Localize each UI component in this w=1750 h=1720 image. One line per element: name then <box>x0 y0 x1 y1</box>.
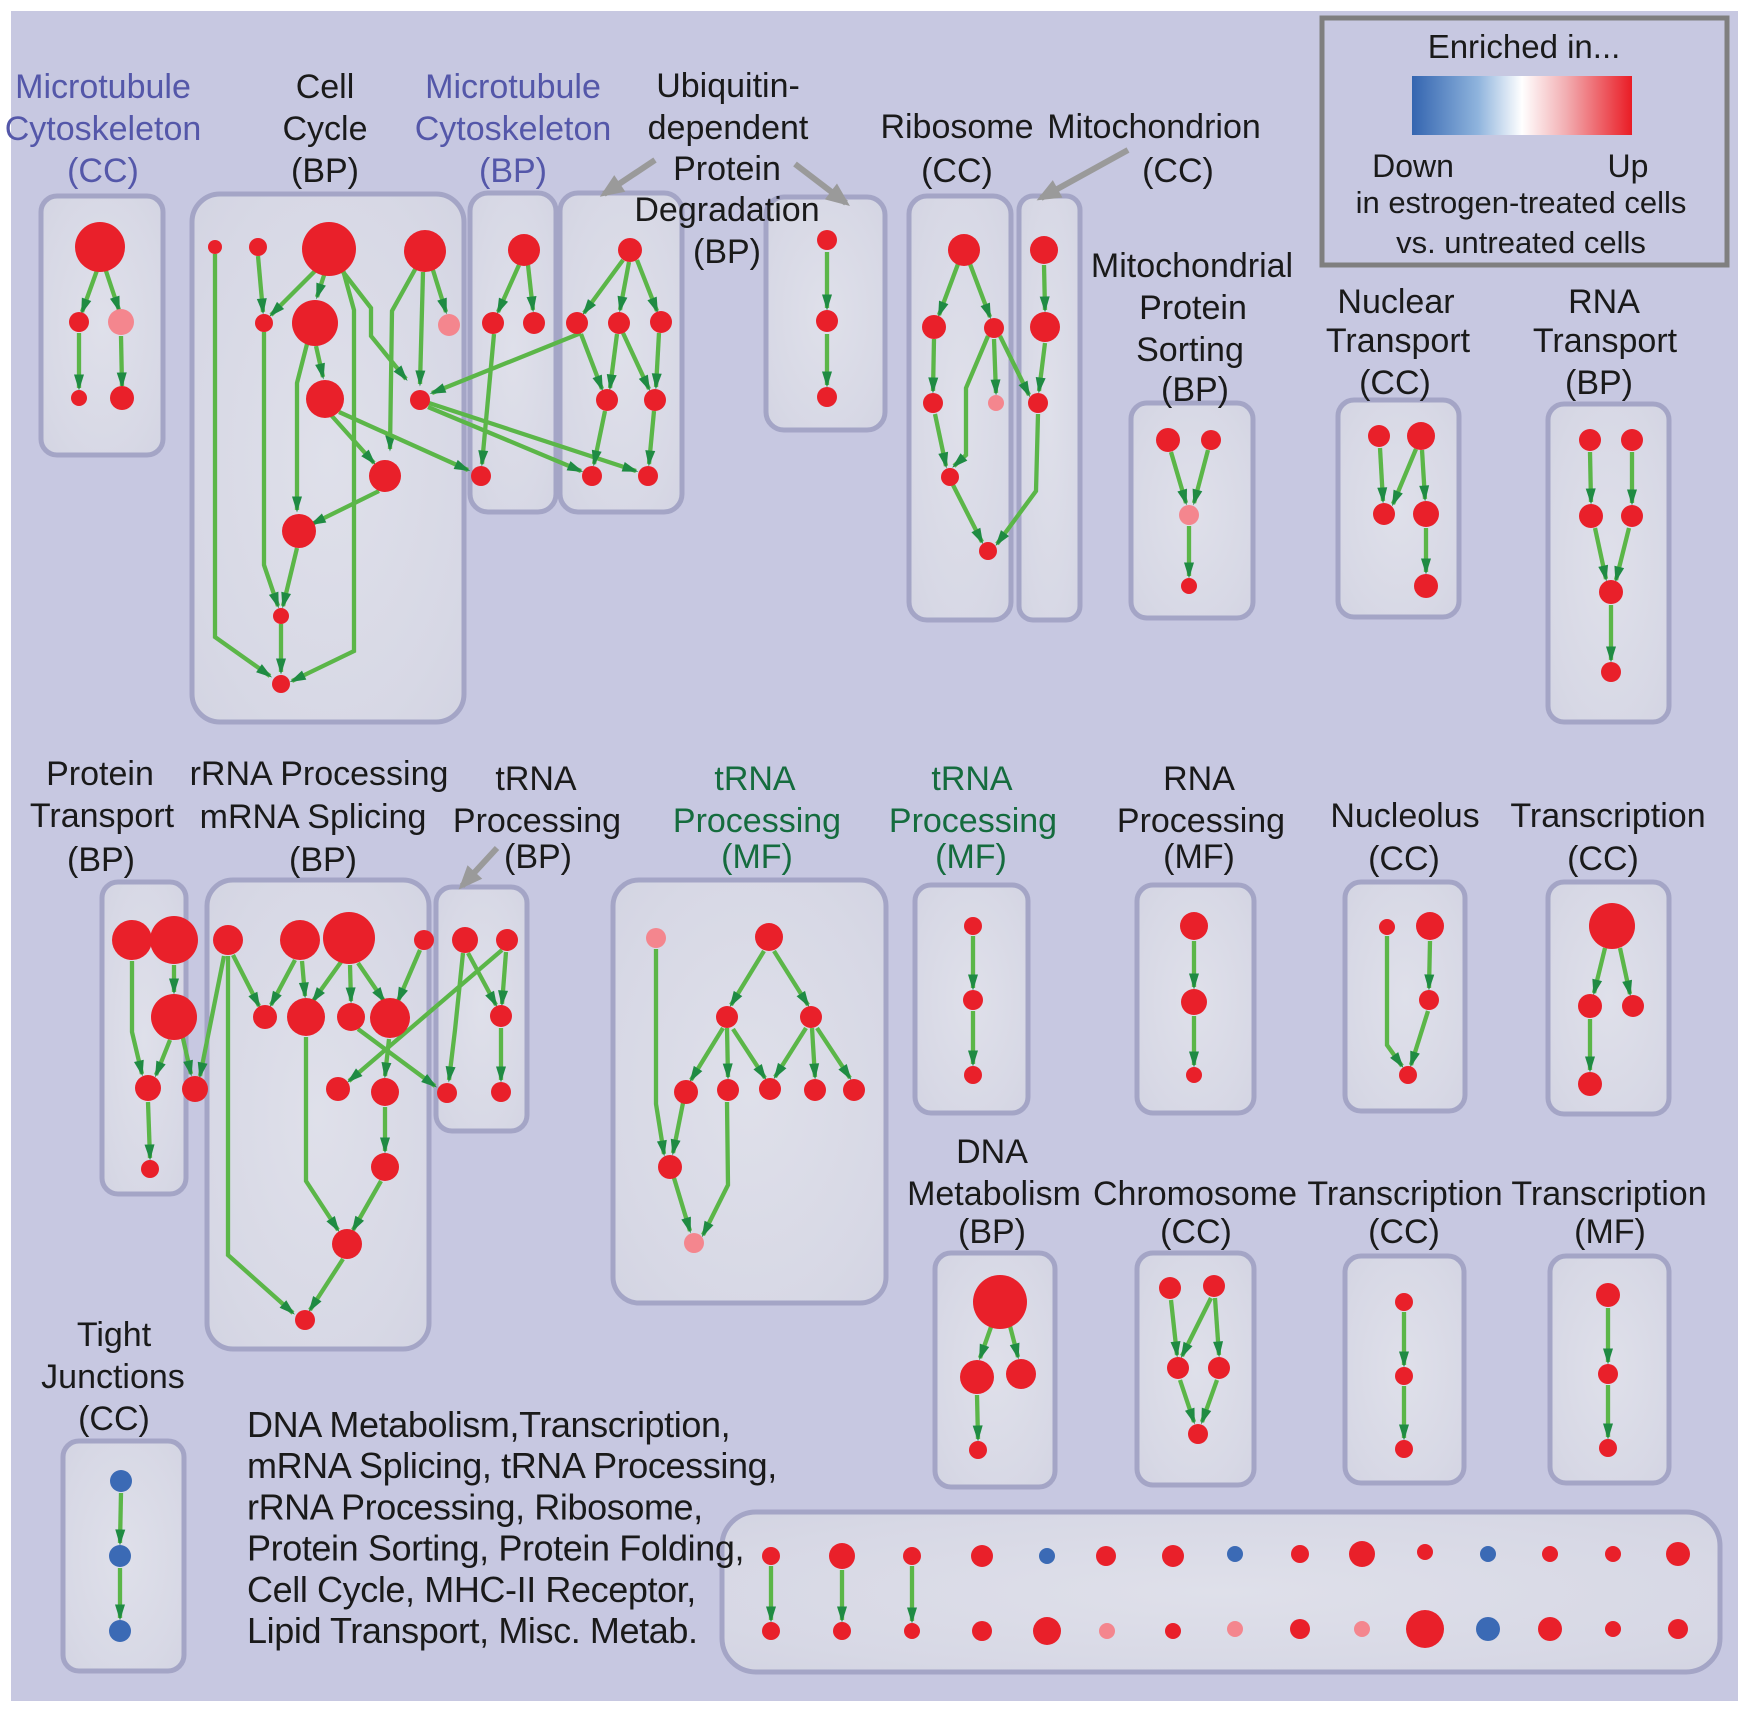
svg-text:(BP): (BP) <box>289 841 357 879</box>
svg-text:(BP): (BP) <box>693 233 761 271</box>
svg-text:Protein Sorting, Protein Foldi: Protein Sorting, Protein Folding, <box>247 1528 744 1569</box>
svg-text:(CC): (CC) <box>1368 840 1440 878</box>
svg-text:Protein: Protein <box>673 150 781 188</box>
svg-text:DNA: DNA <box>956 1133 1028 1171</box>
svg-text:Metabolism: Metabolism <box>907 1175 1081 1213</box>
svg-text:Cell Cycle, MHC-II Receptor,: Cell Cycle, MHC-II Receptor, <box>247 1569 696 1610</box>
svg-text:(MF): (MF) <box>935 838 1007 876</box>
svg-text:Lipid Transport, Misc. Metab.: Lipid Transport, Misc. Metab. <box>247 1610 698 1651</box>
svg-text:mRNA Splicing: mRNA Splicing <box>200 798 427 836</box>
svg-text:Transcription: Transcription <box>1511 1175 1706 1213</box>
svg-text:Chromosome: Chromosome <box>1093 1175 1297 1213</box>
svg-text:Mitochondrial: Mitochondrial <box>1091 247 1293 285</box>
svg-text:(BP): (BP) <box>958 1213 1026 1251</box>
svg-text:(CC): (CC) <box>1142 152 1214 190</box>
svg-text:Cytoskeleton: Cytoskeleton <box>5 110 202 148</box>
svg-text:rRNA Processing: rRNA Processing <box>190 755 449 793</box>
svg-text:Up: Up <box>1608 148 1649 184</box>
svg-text:(BP): (BP) <box>504 838 572 876</box>
svg-text:Mitochondrion: Mitochondrion <box>1047 108 1261 146</box>
svg-text:in estrogen-treated cells: in estrogen-treated cells <box>1356 185 1687 220</box>
svg-text:vs. untreated cells: vs. untreated cells <box>1396 225 1646 260</box>
svg-text:Tight: Tight <box>77 1316 152 1354</box>
svg-text:(BP): (BP) <box>67 841 135 879</box>
svg-text:(CC): (CC) <box>1359 364 1431 402</box>
svg-text:(BP): (BP) <box>479 152 547 190</box>
svg-text:RNA: RNA <box>1163 760 1235 798</box>
svg-text:Microtubule: Microtubule <box>15 68 191 106</box>
svg-text:(CC): (CC) <box>67 152 139 190</box>
svg-text:Transport: Transport <box>30 797 175 835</box>
svg-text:(CC): (CC) <box>1160 1213 1232 1251</box>
svg-text:Degradation: Degradation <box>634 191 819 229</box>
svg-text:Nucleolus: Nucleolus <box>1330 797 1479 835</box>
svg-text:Protein: Protein <box>1139 289 1247 327</box>
svg-text:Processing: Processing <box>453 802 621 840</box>
svg-text:rRNA Processing, Ribosome,: rRNA Processing, Ribosome, <box>247 1486 703 1527</box>
svg-text:Down: Down <box>1372 148 1454 184</box>
svg-text:(CC): (CC) <box>921 152 993 190</box>
svg-text:Cycle: Cycle <box>282 110 367 148</box>
svg-text:tRNA: tRNA <box>931 760 1013 798</box>
svg-text:DNA Metabolism,Transcription,: DNA Metabolism,Transcription, <box>247 1404 730 1445</box>
svg-text:tRNA: tRNA <box>714 760 796 798</box>
svg-text:Cytoskeleton: Cytoskeleton <box>415 110 612 148</box>
svg-text:Protein: Protein <box>46 755 154 793</box>
svg-text:Sorting: Sorting <box>1136 331 1244 369</box>
svg-text:(CC): (CC) <box>78 1400 150 1438</box>
svg-text:mRNA Splicing, tRNA Processing: mRNA Splicing, tRNA Processing, <box>247 1445 777 1486</box>
svg-text:(MF): (MF) <box>1574 1213 1646 1251</box>
svg-text:Ubiquitin-: Ubiquitin- <box>656 67 800 105</box>
svg-text:Transcription: Transcription <box>1307 1175 1502 1213</box>
svg-text:(CC): (CC) <box>1567 840 1639 878</box>
svg-text:Cell: Cell <box>296 68 355 106</box>
svg-text:Enriched in...: Enriched in... <box>1428 28 1621 65</box>
svg-text:Junctions: Junctions <box>41 1358 185 1396</box>
svg-text:Nuclear: Nuclear <box>1337 283 1454 321</box>
svg-text:(BP): (BP) <box>1565 364 1633 402</box>
svg-text:RNA: RNA <box>1568 283 1640 321</box>
svg-text:Processing: Processing <box>673 802 841 840</box>
svg-text:(BP): (BP) <box>1161 371 1229 409</box>
svg-text:Processing: Processing <box>889 802 1057 840</box>
svg-text:Transport: Transport <box>1533 322 1678 360</box>
svg-text:(MF): (MF) <box>1163 838 1235 876</box>
svg-text:Transcription: Transcription <box>1510 797 1705 835</box>
svg-text:(BP): (BP) <box>291 152 359 190</box>
svg-text:Processing: Processing <box>1117 802 1285 840</box>
svg-text:Microtubule: Microtubule <box>425 68 601 106</box>
svg-text:(CC): (CC) <box>1368 1213 1440 1251</box>
svg-text:dependent: dependent <box>648 109 809 147</box>
svg-text:Ribosome: Ribosome <box>880 108 1033 146</box>
svg-text:tRNA: tRNA <box>495 760 577 798</box>
svg-text:(MF): (MF) <box>721 838 793 876</box>
svg-text:Transport: Transport <box>1326 322 1471 360</box>
